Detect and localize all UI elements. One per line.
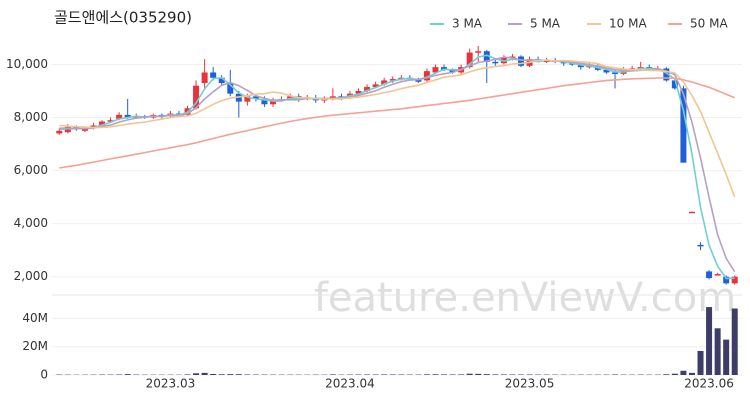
- x-tick-label: 2023.05: [505, 377, 555, 391]
- candle-body: [492, 61, 499, 64]
- candle-body: [475, 51, 482, 53]
- legend-label: 5 MA: [530, 17, 561, 31]
- volume-bar: [458, 374, 465, 375]
- volume-bar: [389, 374, 396, 375]
- ma-line: [59, 56, 736, 273]
- candle-body: [389, 79, 396, 81]
- y-tick-label: 20M: [22, 339, 48, 353]
- candle-body: [364, 87, 371, 92]
- y-tick-label: 40M: [22, 311, 48, 325]
- volume-bar: [680, 370, 687, 375]
- candle-body: [731, 276, 738, 284]
- y-tick-label: 6,000: [14, 163, 48, 177]
- candle-body: [680, 88, 687, 163]
- volume-bar: [483, 374, 490, 375]
- volume-bar: [466, 373, 473, 375]
- y-tick-label: 8,000: [14, 110, 48, 124]
- candle-body: [723, 276, 730, 284]
- volume-bar: [731, 308, 738, 375]
- volume-bar: [475, 373, 482, 375]
- candle-body: [714, 274, 721, 276]
- candle-body: [688, 211, 695, 214]
- volume-bar: [227, 374, 234, 375]
- candle-body: [270, 100, 277, 105]
- candle-body: [381, 80, 388, 85]
- candle-body: [107, 120, 114, 122]
- candle-body: [227, 83, 234, 94]
- volume-bar: [663, 374, 670, 375]
- candle-body: [577, 64, 584, 68]
- volume-bar: [526, 374, 533, 375]
- y-tick-label: 0: [40, 368, 48, 382]
- volume-bar: [218, 374, 225, 375]
- y-tick-label: 10,000: [6, 57, 48, 71]
- candle-body: [116, 114, 123, 119]
- volume-bar: [500, 374, 507, 375]
- y-tick-label: 4,000: [14, 216, 48, 230]
- volume-bar: [201, 372, 208, 375]
- candle-body: [355, 91, 362, 94]
- candle-body: [466, 52, 473, 68]
- candle-body: [372, 84, 379, 88]
- x-tick-label: 2023.03: [146, 377, 196, 391]
- candle-body: [603, 69, 610, 73]
- volume-bar: [381, 374, 388, 375]
- candle-body: [193, 85, 200, 109]
- candle-body: [210, 72, 217, 78]
- candle-body: [218, 77, 225, 84]
- volume-bar: [723, 339, 730, 375]
- chart-title: 골드앤에스(035290): [54, 9, 192, 27]
- volume-bar: [441, 374, 448, 375]
- candle-body: [509, 56, 516, 59]
- x-tick-label: 2023.04: [325, 377, 375, 391]
- watermark: feature.enViewV.com: [314, 275, 736, 321]
- candle-body: [423, 71, 430, 81]
- candle-body: [252, 96, 259, 99]
- legend-label: 10 MA: [609, 17, 647, 31]
- volume-bar: [706, 307, 713, 375]
- legend-label: 50 MA: [690, 17, 728, 31]
- candle-body: [697, 244, 704, 247]
- volume-bar: [432, 374, 439, 375]
- volume-bar: [714, 328, 721, 375]
- candle-body: [124, 114, 131, 118]
- ma-line: [59, 59, 736, 198]
- volume-bar: [492, 374, 499, 375]
- volume-bar: [329, 374, 336, 375]
- volume-bar: [423, 374, 430, 375]
- candle-body: [201, 72, 208, 84]
- candle-body: [56, 130, 63, 134]
- candle-body: [415, 79, 422, 82]
- volume-bar: [671, 373, 678, 375]
- candle-body: [449, 69, 456, 73]
- candle-body: [517, 56, 524, 66]
- x-tick-label: 2023.06: [684, 377, 734, 391]
- legend-label: 3 MA: [452, 17, 483, 31]
- candle-body: [99, 121, 106, 126]
- volume-bar: [210, 374, 217, 375]
- candle-body: [441, 67, 448, 70]
- volume-bar: [124, 374, 131, 375]
- y-tick-label: 2,000: [14, 269, 48, 283]
- candle-body: [483, 51, 490, 62]
- volume-bar: [193, 373, 200, 375]
- candle-body: [244, 96, 251, 102]
- candle-body: [612, 72, 619, 74]
- candle-body: [706, 271, 713, 279]
- volume-bar: [688, 372, 695, 375]
- volume-bar: [697, 350, 704, 375]
- volume-bar: [235, 374, 242, 375]
- volume-bar: [184, 374, 191, 375]
- candle-body: [261, 98, 268, 105]
- ma-line: [59, 77, 736, 169]
- candle-body: [663, 68, 670, 81]
- candle-body: [671, 80, 678, 89]
- candle-body: [432, 67, 439, 73]
